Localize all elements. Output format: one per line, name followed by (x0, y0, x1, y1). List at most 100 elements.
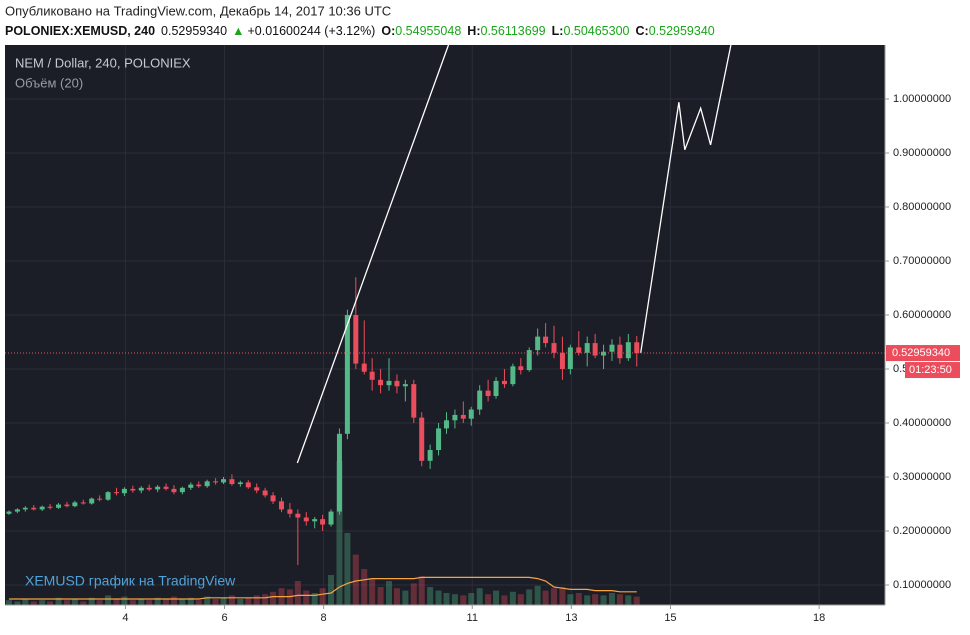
candle-body (468, 409, 474, 419)
volume-bar (592, 594, 599, 605)
candle-body (245, 482, 251, 488)
volume-bar (270, 591, 277, 605)
candle-body (501, 380, 507, 385)
candle-body (89, 498, 95, 504)
volume-bar (237, 599, 244, 605)
candle-body (121, 488, 127, 494)
volume-bar (319, 588, 326, 605)
candle-body (237, 482, 243, 485)
candle-body (56, 504, 62, 508)
candle-body (378, 379, 384, 386)
candle-body (221, 479, 227, 483)
candle-body (584, 343, 590, 353)
volume-bar (105, 595, 112, 605)
ohlc-value: 0.50465300 (563, 24, 629, 38)
volume-bar (212, 599, 219, 605)
candle-body (229, 479, 235, 485)
candle-body (411, 384, 417, 418)
x-tick-label: 6 (221, 612, 227, 624)
candle-body (105, 492, 111, 500)
x-tick-label: 15 (664, 612, 676, 624)
y-tick-label: 0.20000000 (893, 525, 951, 537)
candle-body (80, 502, 86, 504)
chart-title: NEM / Dollar, 240, POLONIEX (15, 55, 191, 70)
candle-body (543, 336, 549, 344)
x-tick-label: 8 (321, 612, 327, 624)
volume-bar (129, 600, 136, 605)
volume-bar (567, 594, 574, 605)
ohlc-label: H: (467, 24, 480, 38)
volume-label: Объём (20) (15, 75, 83, 90)
volume-bar (468, 593, 475, 605)
volume-bar (47, 601, 54, 605)
x-tick-label: 18 (813, 612, 825, 624)
candle-body (535, 336, 541, 351)
y-tick-label: 1.00000000 (893, 93, 951, 105)
volume-bar (386, 581, 393, 605)
last-price-box (886, 345, 960, 362)
candle-body (47, 506, 53, 508)
volume-bar (369, 578, 376, 605)
candle-body (64, 504, 70, 507)
volume-bar (377, 587, 384, 605)
volume-bar (204, 596, 211, 605)
volume-bar (633, 596, 640, 605)
candle-body (22, 507, 28, 510)
candle-body (353, 315, 359, 364)
volume-bar (55, 597, 62, 605)
candle-body (97, 498, 103, 500)
volume-bar (600, 595, 607, 605)
candle-body (386, 380, 392, 386)
drawings (5, 45, 885, 464)
symbol: POLONIEX:XEMUSD, 240 (5, 24, 155, 38)
volume-bar (39, 600, 46, 605)
volume-bar (551, 588, 558, 605)
volume-bar (146, 600, 153, 605)
candle-body (287, 509, 293, 514)
candle-body (526, 350, 532, 371)
volume-bar (418, 576, 425, 605)
candle-body (179, 487, 185, 493)
candle-body (336, 433, 342, 512)
last-price-label: 0.52959340 (892, 347, 950, 359)
candle-body (609, 344, 615, 352)
candle-body (617, 344, 623, 359)
volume-bar (625, 595, 632, 605)
volume-bar (493, 590, 500, 605)
candle-body (625, 342, 631, 359)
candle-body (188, 484, 194, 488)
ohlc-label: O: (381, 24, 395, 38)
candle-body (312, 519, 318, 522)
candle-body (518, 366, 524, 371)
y-tick-label: 0.30000000 (893, 471, 951, 483)
volume-bar (220, 597, 227, 605)
volume-bar (187, 597, 194, 605)
x-tick-label: 11 (467, 612, 478, 624)
candle-body (485, 390, 491, 397)
candle-body (634, 342, 640, 354)
trend-drawing (296, 45, 450, 464)
x-tick-label: 4 (122, 612, 128, 624)
volume-bar (303, 590, 310, 605)
candle-body (402, 384, 408, 387)
volume-bar (584, 595, 591, 605)
volume-bar (22, 599, 29, 605)
candle-body (72, 502, 78, 507)
candle-body (394, 380, 400, 387)
candle-body (592, 343, 598, 356)
candle-body (138, 487, 144, 491)
volume-bar (294, 581, 301, 605)
published: Опубликовано на TradingView.com, Декабрь… (5, 3, 391, 18)
candles (6, 277, 640, 566)
volume-bar (451, 594, 458, 605)
candle-body (493, 380, 499, 397)
candle-body (113, 492, 119, 494)
candle-body (39, 506, 45, 510)
volume-bar (402, 590, 409, 605)
candle-body (31, 507, 37, 510)
volume-bar (262, 594, 269, 605)
trend-drawing (640, 45, 732, 353)
volume-bar (559, 587, 566, 605)
candle-body (6, 511, 12, 514)
volume-bar (253, 595, 260, 605)
